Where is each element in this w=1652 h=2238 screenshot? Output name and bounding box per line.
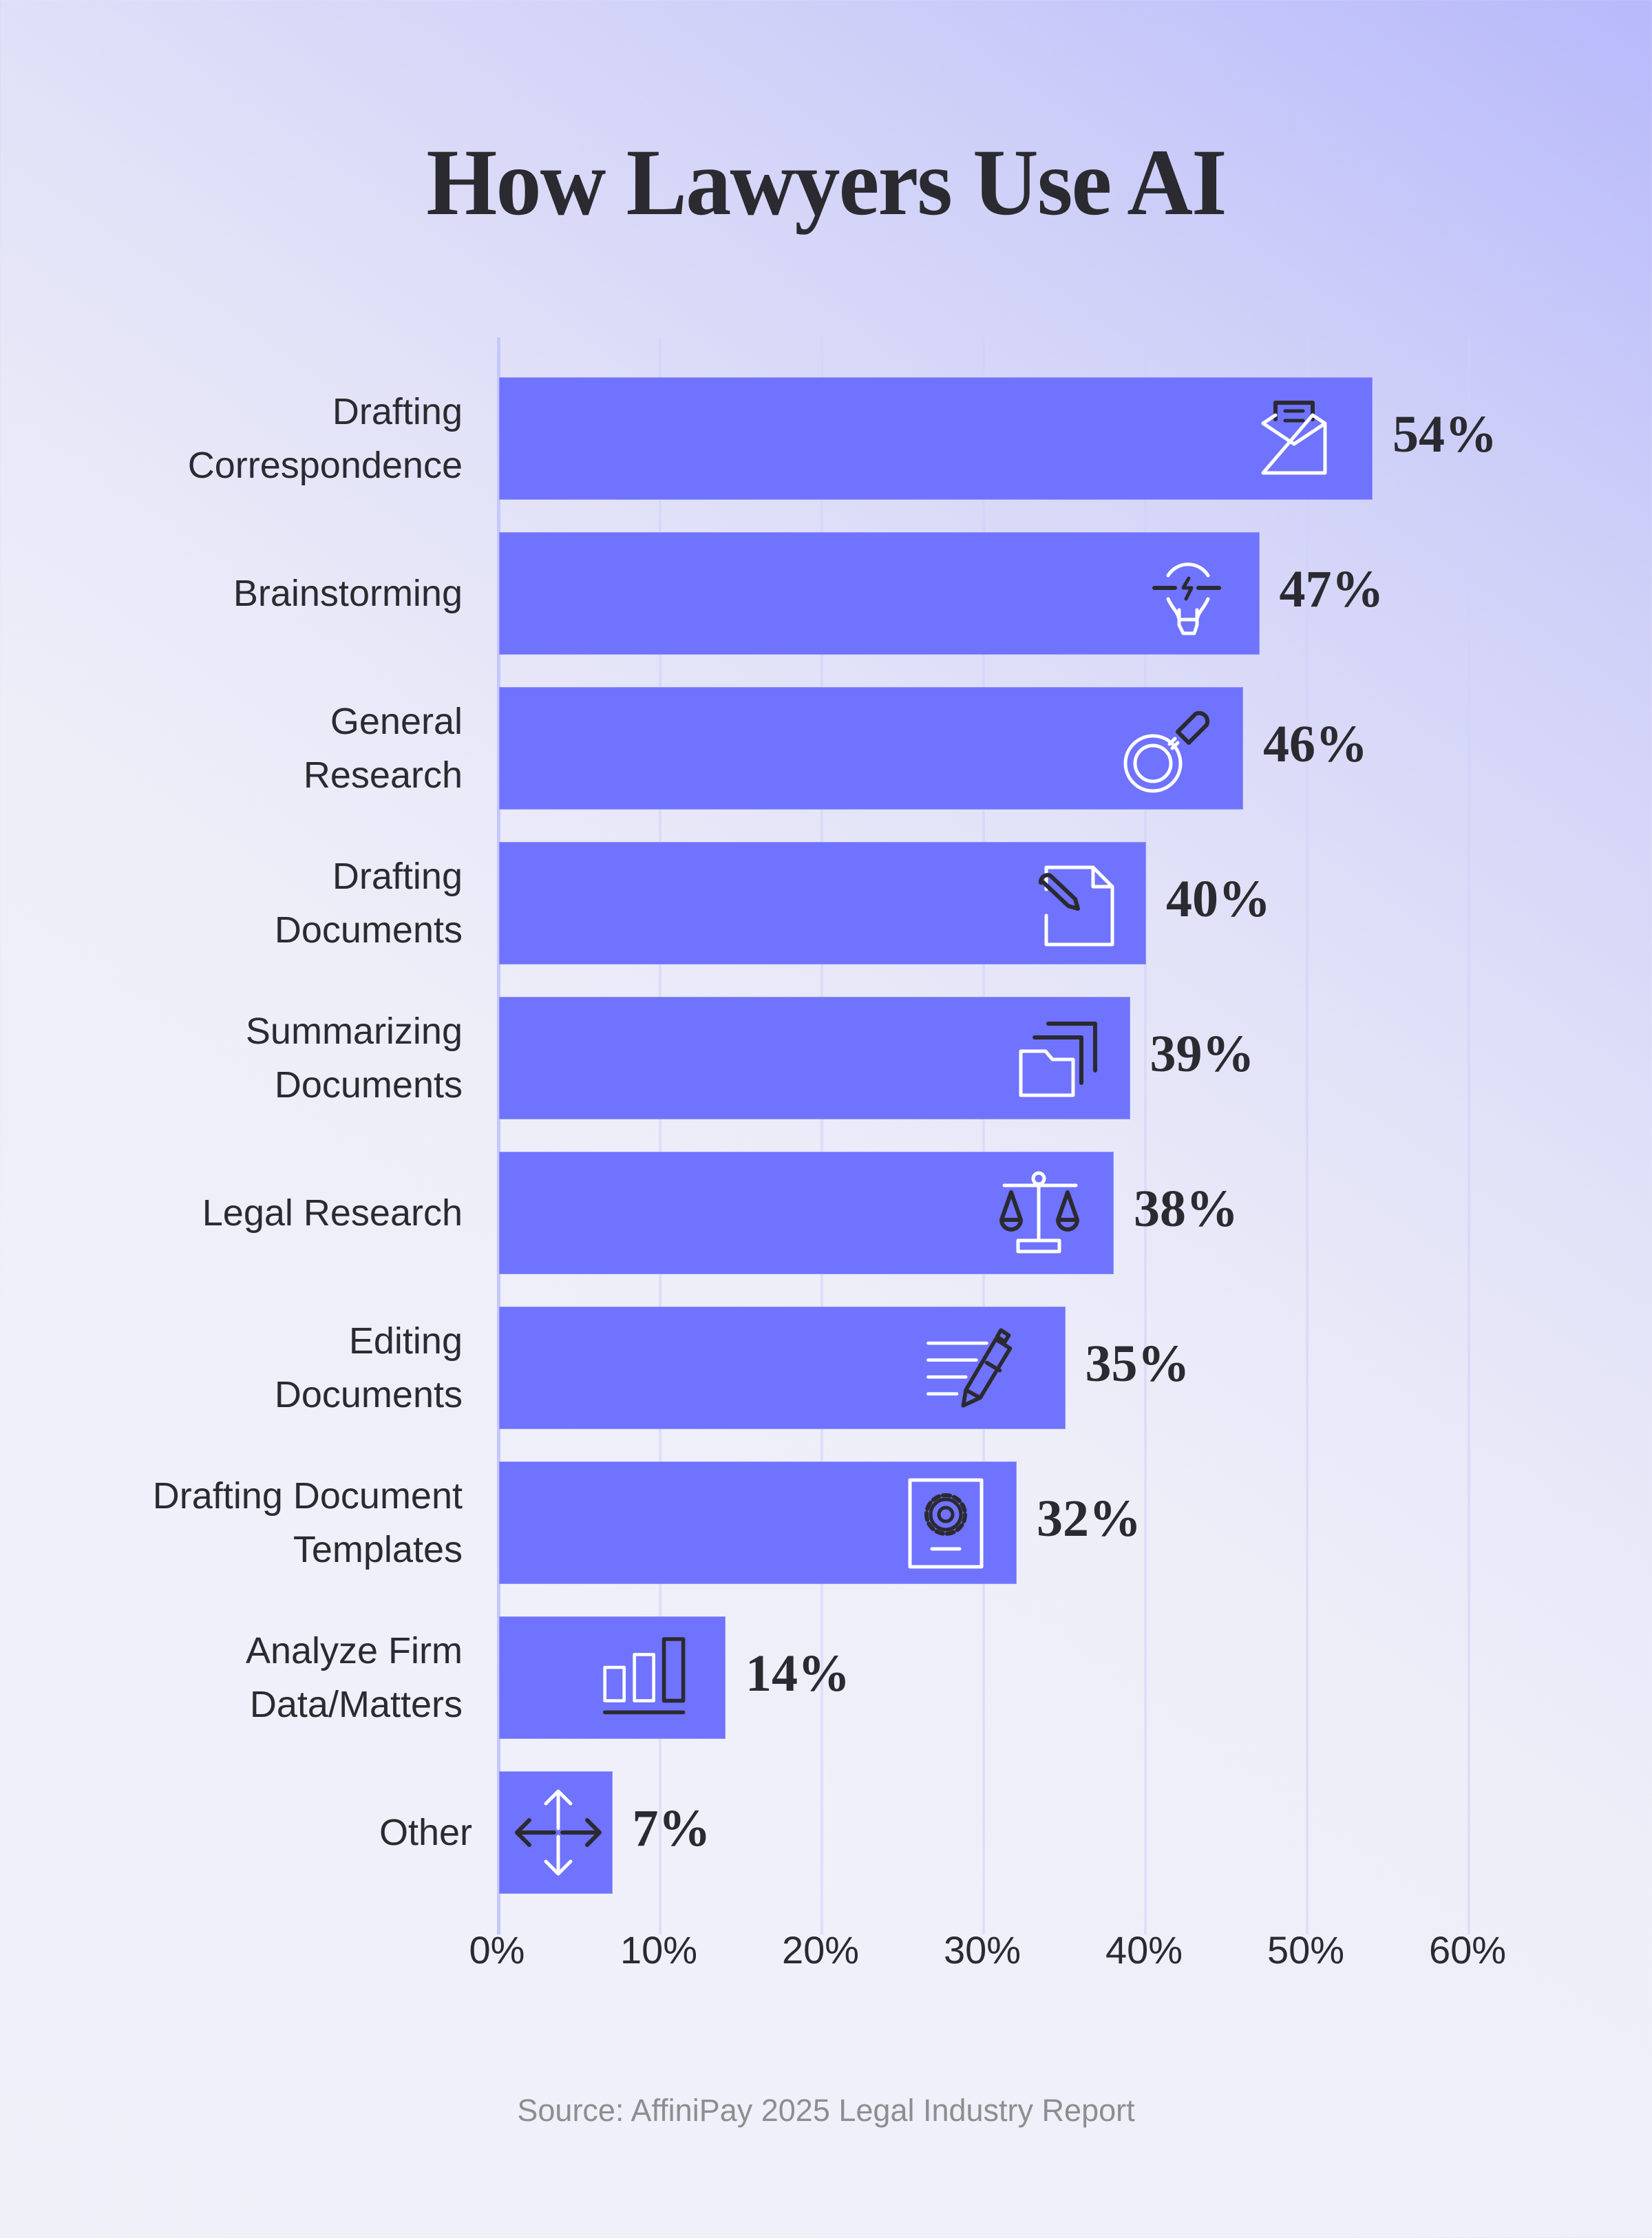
value-label: 54%: [1392, 405, 1497, 463]
x-tick-label: 20%: [781, 1928, 860, 1972]
bar-row: 39%: [497, 997, 1652, 1121]
gridline-50: [1306, 337, 1309, 1934]
pen-lines-icon: [926, 1328, 1012, 1408]
magnifying-glass-icon: [1123, 710, 1210, 793]
bar[interactable]: [499, 1616, 726, 1739]
category-label-line2: Other: [379, 1812, 472, 1853]
category-label-line1: Drafting: [332, 391, 463, 432]
move-arrows-icon: [515, 1789, 602, 1876]
bar[interactable]: [499, 1152, 1114, 1274]
value-label: 32%: [1037, 1490, 1141, 1548]
lightbulb-icon: [1152, 562, 1221, 635]
category-label: Drafting Document Templates: [0, 1469, 463, 1576]
gridline-40: [1144, 337, 1147, 1934]
category-label-line1: Drafting: [332, 856, 463, 897]
category-label-line2: Documents: [274, 1374, 463, 1415]
bar-row: 7%: [497, 1771, 1652, 1895]
bar-row: 38%: [497, 1152, 1652, 1276]
bar-row: 32%: [497, 1461, 1652, 1585]
x-tick-label: 60%: [1428, 1928, 1507, 1972]
category-label-line2: Documents: [274, 909, 463, 951]
bar[interactable]: [499, 377, 1373, 500]
bar-row: 54%: [497, 377, 1652, 501]
envelope-letter-icon: [1261, 401, 1327, 475]
bar[interactable]: [499, 1307, 1066, 1429]
category-label-line2: Correspondence: [187, 445, 463, 486]
value-label: 35%: [1085, 1335, 1190, 1393]
value-label: 47%: [1279, 560, 1384, 618]
category-label-line2: Brainstorming: [233, 573, 463, 614]
category-label: Other: [0, 1806, 472, 1859]
bar[interactable]: [499, 997, 1130, 1119]
value-label: 38%: [1134, 1180, 1238, 1238]
category-label: Brainstorming: [0, 567, 463, 620]
gridline-20: [820, 337, 823, 1934]
bar-row: 14%: [497, 1616, 1652, 1740]
value-label: 40%: [1166, 870, 1271, 928]
gear-document-icon: [908, 1478, 984, 1569]
category-label-line1: Editing: [348, 1320, 463, 1362]
x-tick-label: 0%: [469, 1928, 525, 1972]
x-tick-label: 50%: [1267, 1928, 1345, 1972]
category-label: Drafting Documents: [0, 849, 463, 957]
category-label: Summarizing Documents: [0, 1004, 463, 1112]
category-label-line1: General: [330, 701, 463, 742]
category-label: General Research: [0, 695, 463, 802]
bar[interactable]: [499, 1771, 613, 1894]
value-label: 14%: [745, 1645, 850, 1702]
bar-row: 40%: [497, 842, 1652, 966]
document-pencil-icon: [1039, 865, 1114, 947]
plot-area: 54% 47% 46% 40% 39% 38% 35%: [497, 337, 1497, 1934]
value-label: 46%: [1263, 715, 1368, 773]
bar[interactable]: [499, 532, 1260, 655]
stacked-folders-icon: [1019, 1022, 1097, 1097]
bar[interactable]: [499, 842, 1146, 964]
bar[interactable]: [499, 687, 1243, 810]
category-label: Drafting Correspondence: [0, 385, 463, 492]
category-label-line2: Documents: [274, 1064, 463, 1106]
value-label: 7%: [632, 1799, 711, 1857]
category-label: Legal Research: [0, 1186, 463, 1240]
y-axis-line: [497, 337, 500, 1934]
bar-row: 47%: [497, 532, 1652, 656]
bar-row: 35%: [497, 1307, 1652, 1431]
scales-of-justice-icon: [999, 1171, 1079, 1254]
chart-title: How Lawyers Use AI: [426, 129, 1227, 235]
bar[interactable]: [499, 1461, 1017, 1584]
category-label-line1: Drafting Document: [152, 1475, 463, 1517]
gridline-30: [982, 337, 985, 1934]
x-tick-label: 40%: [1105, 1928, 1183, 1972]
category-label-line2: Research: [303, 754, 463, 796]
x-tick-label: 10%: [620, 1928, 698, 1972]
category-label-line1: Analyze Firm: [245, 1630, 463, 1671]
bar-chart-icon: [602, 1637, 686, 1715]
category-label: Editing Documents: [0, 1314, 463, 1422]
category-label-line2: Data/Matters: [249, 1684, 463, 1725]
category-label-line1: Summarizing: [245, 1011, 463, 1052]
value-label: 39%: [1150, 1025, 1255, 1083]
source-note: Source: AffiniPay 2025 Legal Industry Re…: [517, 2093, 1135, 2128]
category-label-line2: Legal Research: [202, 1192, 463, 1234]
bar-row: 46%: [497, 687, 1652, 811]
category-label: Analyze Firm Data/Matters: [0, 1624, 463, 1731]
x-tick-label: 30%: [943, 1928, 1021, 1972]
gridline-60: [1468, 337, 1470, 1934]
category-label-line2: Templates: [293, 1529, 463, 1570]
gridline-10: [659, 337, 661, 1934]
